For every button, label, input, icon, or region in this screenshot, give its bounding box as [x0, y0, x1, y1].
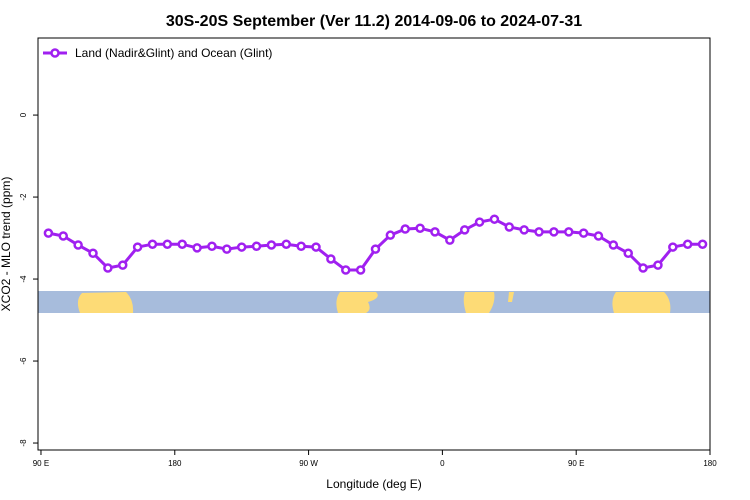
land-shape — [508, 292, 514, 302]
data-point — [697, 239, 708, 249]
data-point — [519, 225, 529, 235]
data-point — [117, 260, 128, 270]
data-point — [385, 230, 396, 240]
y-tick-label: -2 — [19, 193, 28, 201]
y-tick-label: -6 — [19, 357, 28, 365]
legend-marker — [50, 48, 60, 58]
data-point — [222, 244, 232, 254]
data-point — [43, 228, 54, 238]
x-tick-label: 180 — [168, 459, 182, 468]
x-tick-label: 90 E — [568, 459, 584, 468]
y-tick-label: 0 — [19, 112, 28, 117]
data-point — [103, 263, 113, 273]
legend: Land (Nadir&Glint) and Ocean (Glint) — [43, 46, 272, 60]
x-tick-label: 90 W — [299, 459, 318, 468]
data-point — [266, 240, 277, 250]
data-point — [638, 263, 648, 273]
data-point — [355, 265, 366, 275]
ocean-band — [38, 291, 710, 313]
data-point — [578, 228, 589, 238]
data-point — [504, 222, 515, 232]
legend-label: Land (Nadir&Glint) and Ocean (Glint) — [75, 46, 272, 60]
land-shape — [77, 292, 134, 313]
x-tick-label: 90 E — [33, 459, 49, 468]
data-point — [549, 227, 559, 237]
data-point — [177, 239, 187, 249]
y-axis-label: XCO2 - MLO trend (ppm) — [0, 177, 13, 312]
data-point — [162, 239, 173, 249]
data-point — [251, 241, 262, 252]
data-point — [489, 214, 500, 224]
data-point — [370, 244, 381, 254]
data-point — [236, 242, 247, 252]
y-tick-label: -8 — [19, 439, 28, 447]
land-map-strip — [38, 291, 710, 313]
data-point — [207, 241, 217, 252]
data-point — [147, 239, 158, 249]
data-point — [682, 239, 693, 249]
land-shape — [336, 292, 378, 313]
data-point — [430, 227, 440, 237]
data-point — [88, 248, 98, 258]
data-point — [445, 235, 455, 245]
data-point — [326, 254, 336, 264]
data-point — [593, 231, 604, 241]
data-point — [474, 217, 485, 227]
data-point — [668, 242, 678, 252]
data-point — [459, 225, 470, 235]
data-point — [296, 241, 306, 252]
chart-title: 30S-20S September (Ver 11.2) 2014-09-06 … — [166, 13, 582, 30]
data-point — [132, 242, 143, 252]
data-point — [415, 223, 425, 233]
data-point — [311, 242, 321, 252]
x-tick-label: 180 — [703, 459, 717, 468]
data-point — [341, 265, 351, 275]
data-point — [564, 227, 574, 237]
data-point — [281, 239, 292, 249]
land-shape — [463, 292, 495, 313]
data-point — [623, 248, 633, 258]
data-point — [608, 240, 619, 250]
plot-frame — [37, 37, 711, 451]
y-tick-label: -4 — [19, 275, 28, 283]
x-axis-label: Longitude (deg E) — [326, 477, 421, 491]
data-point — [73, 240, 83, 250]
land-shape — [612, 292, 671, 313]
data-point — [58, 231, 69, 241]
data-point — [534, 227, 544, 237]
data-point — [192, 243, 202, 253]
data-point — [653, 260, 663, 270]
x-tick-label: 0 — [440, 459, 445, 468]
data-point — [400, 224, 410, 234]
